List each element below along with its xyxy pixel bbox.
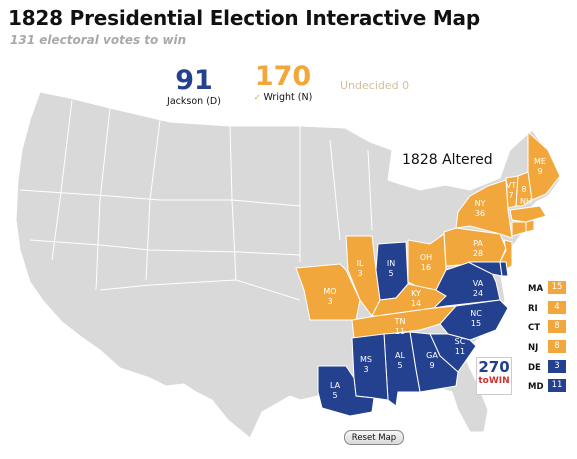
label-me-ev: 9 [537,167,542,176]
jackson-votes: 91 [175,65,213,96]
legend-ma-ev: 15 [548,281,566,294]
legend-ri-abbr: RI [528,304,538,314]
state-ri[interactable] [525,219,535,233]
label-ga-abbr: GA [426,351,438,360]
label-nc-ev: 15 [471,319,481,328]
label-la-ev: 5 [332,391,337,400]
state-mo[interactable] [295,263,361,321]
label-ms-abbr: MS [360,355,372,364]
logo-number: 270 [478,358,510,376]
label-nh-abbr: NH [520,197,532,206]
state-ct[interactable] [511,221,527,237]
label-il-ev: 3 [357,269,362,278]
state-al[interactable] [383,331,421,407]
legend-md-ev: 11 [548,379,566,392]
legend-ma-abbr: MA [528,284,544,294]
undecided-count: Undecided 0 [340,79,410,92]
page-title: 1828 Presidential Election Interactive M… [8,6,480,30]
label-pa-ev: 28 [473,249,483,258]
legend-nj-abbr: NJ [528,343,539,353]
label-il-abbr: IL [357,259,364,268]
label-nc-abbr: NC [470,309,482,318]
label-ky-ev: 14 [411,299,421,308]
map-annotation: 1828 Altered [402,152,493,168]
label-pa-abbr: PA [473,239,483,248]
state-de[interactable] [499,261,509,277]
legend-md-abbr: MD [528,382,544,392]
label-la-abbr: LA [330,381,341,390]
legend-de-abbr: DE [528,363,541,373]
state-ma[interactable] [509,205,547,223]
legend-nj-ev: 8 [548,340,566,353]
label-mo-ev: 3 [327,297,332,306]
legend-de-ev: 3 [548,360,566,373]
west-borders [19,99,373,301]
legend-ct-abbr: CT [528,323,541,333]
state-la[interactable] [317,365,375,417]
label-in-ev: 5 [388,269,393,278]
label-ky-abbr: KY [411,289,421,298]
wright-label: Wright (N) [263,92,313,103]
label-sc-abbr: SC [455,337,466,346]
state-ms[interactable] [351,333,389,401]
state-nh[interactable] [515,171,533,207]
label-ms-ev: 3 [363,365,368,374]
label-in-abbr: IN [387,259,395,268]
label-me-abbr: ME [534,157,546,166]
label-vt-abbr: VT [506,181,516,190]
label-oh-ev: 16 [421,263,431,272]
jackson-label: Jackson (D) [167,96,221,107]
label-vt-ev: 7 [508,191,513,200]
270towin-logo[interactable]: 270 toWIN [476,357,512,395]
reset-map-button[interactable]: Reset Map [344,430,404,445]
label-nh-ev: 8 [521,185,526,194]
label-ny-abbr: NY [475,199,486,208]
check-icon: ✓ [253,93,261,102]
wright-tally: 170 ✓ Wright (N) [248,61,318,104]
label-oh-abbr: OH [420,253,432,262]
label-tn-ev: 11 [395,327,405,336]
state-labels: ME 9 VT 7 8 NH NY 36 PA 28 OH 16 IL 3 IN… [323,157,546,400]
state-ny[interactable] [455,179,513,239]
page-subtitle: 131 electoral votes to win [10,33,187,47]
label-ga-ev: 9 [429,361,434,370]
label-va-ev: 24 [473,289,483,298]
label-al-abbr: AL [395,351,405,360]
state-me[interactable] [527,130,561,201]
logo-text: toWIN [478,376,510,386]
jackson-tally: 91 Jackson (D) [164,65,224,108]
label-sc-ev: 11 [455,347,465,356]
label-mo-abbr: MO [323,287,336,296]
label-ny-ev: 36 [475,209,485,218]
label-va-abbr: VA [473,279,484,288]
label-al-ev: 5 [397,361,402,370]
wright-votes: 170 [254,61,312,92]
state-va[interactable] [432,261,501,309]
legend-ri-ev: 4 [548,301,566,314]
legend-ct-ev: 8 [548,320,566,333]
state-md[interactable] [467,261,503,277]
label-tn-abbr: TN [394,317,406,326]
